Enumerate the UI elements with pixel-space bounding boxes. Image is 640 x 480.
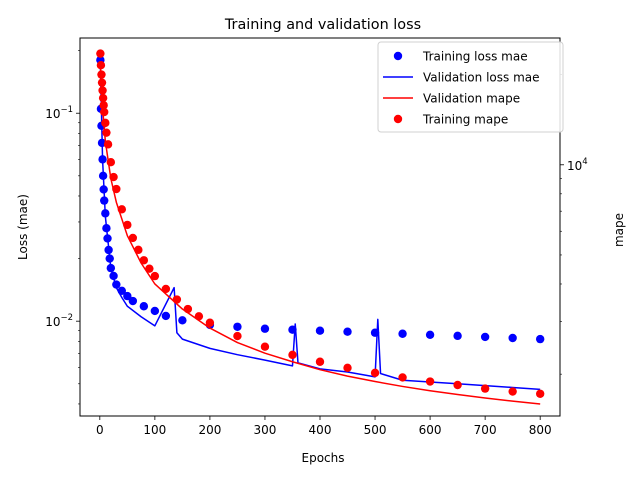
x-axis-label: Epochs	[302, 451, 345, 465]
axes: 0 100 200 300 400 500 600 700 800 10−2 10−1 104	[45, 50, 588, 437]
legend-item: Validation loss mae	[383, 71, 540, 85]
series-training-loss-mae	[96, 55, 545, 344]
data-point	[102, 128, 111, 137]
data-point	[453, 331, 462, 341]
legend-box	[377, 41, 564, 133]
data-point	[535, 389, 545, 398]
data-point	[172, 295, 182, 304]
data-point	[178, 316, 187, 325]
data-point	[117, 205, 127, 214]
data-point	[315, 326, 325, 335]
data-point	[139, 302, 149, 311]
x-tick-label: 600	[419, 423, 442, 437]
data-point	[370, 368, 380, 378]
data-point	[398, 329, 407, 338]
data-point	[398, 373, 407, 382]
data-point	[425, 330, 435, 340]
data-point	[288, 350, 297, 360]
data-point	[112, 184, 121, 194]
data-point	[99, 101, 108, 110]
data-point	[480, 384, 490, 393]
legend-item: Training mape	[393, 113, 508, 127]
x-tick-label: 700	[474, 423, 497, 437]
data-point	[109, 172, 118, 182]
legend-marker-swatch	[393, 114, 403, 124]
data-point	[183, 304, 193, 314]
y-tick-label: 10−1	[45, 105, 73, 121]
data-point	[161, 311, 171, 321]
legend-label: Validation mape	[423, 92, 520, 106]
data-point	[100, 107, 109, 117]
legend-label: Training loss mae	[422, 50, 528, 64]
plot-area	[96, 49, 545, 405]
x-tick-label: 800	[529, 423, 552, 437]
x-tick-label: 0	[96, 423, 104, 437]
data-point	[97, 70, 106, 79]
data-point	[106, 158, 116, 167]
series-training-mape	[96, 49, 545, 398]
series-validation-mape	[99, 62, 541, 405]
x-tick-label: 400	[309, 423, 332, 437]
data-point	[343, 327, 352, 336]
data-point	[194, 312, 204, 321]
data-point	[123, 220, 132, 230]
x-tick-label: 500	[364, 423, 387, 437]
data-point	[161, 284, 171, 294]
data-point	[139, 256, 149, 265]
data-point	[233, 322, 242, 331]
x-tick-label: 100	[143, 423, 166, 437]
data-point	[96, 49, 105, 58]
legend-label: Training mape	[422, 113, 508, 127]
data-point	[96, 60, 106, 70]
data-point	[98, 93, 108, 103]
data-point	[128, 296, 138, 306]
data-point	[453, 380, 462, 390]
chart-title: Training and validation loss	[224, 17, 421, 33]
data-point	[535, 334, 545, 344]
data-point	[150, 306, 160, 316]
data-point	[480, 332, 490, 342]
legend-marker-swatch	[393, 51, 403, 61]
x-tick-label: 300	[254, 423, 277, 437]
data-point	[260, 324, 270, 333]
data-point	[425, 377, 435, 386]
series-line	[99, 62, 541, 405]
x-tick-label: 200	[198, 423, 221, 437]
y-axis-label-left: Loss (mae)	[16, 194, 30, 260]
data-point	[123, 291, 132, 301]
y-axis-label-right: mape	[612, 213, 626, 247]
y-tick-label: 104	[567, 157, 588, 173]
legend-item: Validation mape	[383, 92, 520, 106]
data-point	[260, 342, 270, 351]
data-point	[97, 78, 107, 87]
data-point	[343, 363, 352, 373]
data-point	[508, 387, 517, 396]
data-point	[103, 140, 113, 149]
data-point	[508, 333, 517, 343]
legend-label: Validation loss mae	[423, 71, 540, 85]
series-line	[99, 65, 541, 391]
data-point	[150, 271, 160, 281]
data-point	[134, 245, 143, 255]
data-point	[145, 264, 154, 273]
data-point	[98, 86, 107, 95]
data-point	[233, 331, 242, 341]
legend: Training loss mae Validation loss mae Vali…	[377, 41, 564, 133]
series-validation-loss-mae	[99, 65, 541, 391]
y-tick-label: 10−2	[45, 313, 73, 329]
data-point	[205, 318, 215, 327]
data-point	[128, 233, 138, 243]
data-point	[315, 357, 325, 366]
data-point	[101, 118, 110, 128]
legend-item: Training loss mae	[393, 50, 528, 64]
